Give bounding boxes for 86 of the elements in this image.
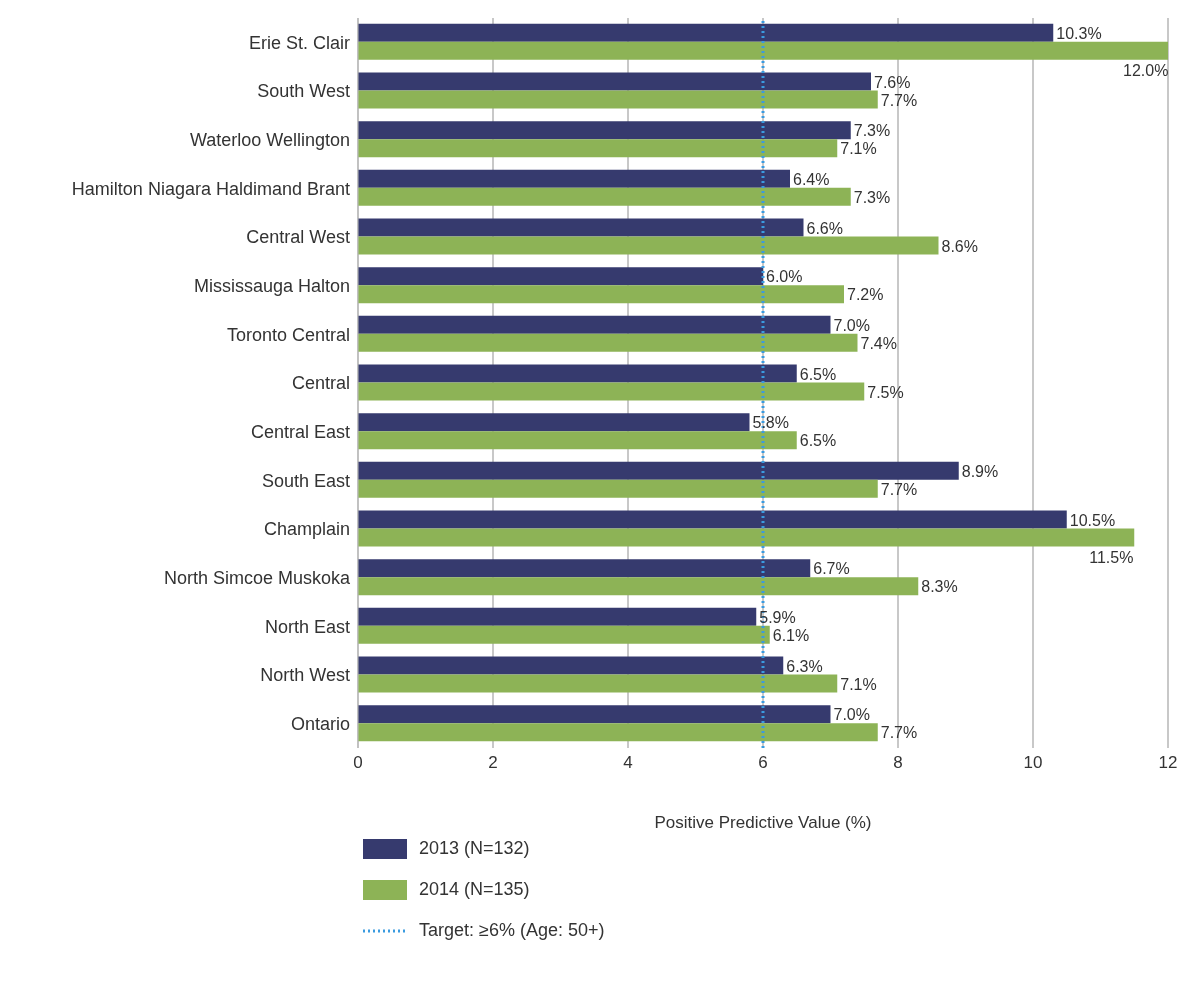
data-label: 7.1%: [840, 140, 877, 158]
y-tick-label: North West: [260, 665, 350, 686]
bar: [358, 139, 838, 158]
y-tick-label: North Simcoe Muskoka: [163, 568, 351, 589]
bar: [358, 267, 763, 286]
data-label: 6.7%: [813, 560, 850, 578]
x-tick-label: 4: [623, 753, 633, 773]
data-label: 10.5%: [1069, 511, 1116, 529]
bar: [358, 431, 797, 450]
bar: [358, 333, 858, 352]
bar: [358, 23, 1054, 42]
y-tick-label: South East: [261, 470, 350, 491]
x-tick-label: 8: [893, 753, 903, 773]
data-label: 7.5%: [867, 383, 904, 401]
data-label: 7.3%: [853, 122, 891, 140]
data-label: 5.9%: [759, 608, 796, 626]
data-label: 7.0%: [833, 706, 870, 724]
y-tick-label: Ontario: [290, 714, 350, 735]
bar: [358, 218, 804, 237]
data-label: 7.0%: [833, 316, 870, 334]
y-tick-label: South West: [257, 81, 350, 102]
x-axis-title: Positive Predictive Value (%): [654, 813, 872, 832]
bar: [358, 315, 831, 334]
data-label: 7.4%: [860, 334, 897, 352]
data-label: 12.0%: [1123, 61, 1169, 79]
data-label: 6.1%: [772, 626, 810, 644]
y-tick-label: Central: [291, 373, 350, 394]
x-tick-label: 6: [758, 753, 768, 773]
data-label: 8.6%: [941, 237, 978, 255]
y-tick-label: Mississauga Halton: [193, 276, 350, 297]
bar: [358, 121, 851, 140]
data-label: 6.5%: [799, 432, 837, 450]
data-label: 7.2%: [847, 286, 884, 304]
y-tick-label: Toronto Central: [226, 324, 350, 345]
bar: [358, 187, 851, 206]
bar: [358, 607, 757, 626]
bar: [358, 382, 865, 401]
x-tick-label: 12: [1158, 753, 1178, 773]
data-label: 7.6%: [874, 73, 911, 91]
bar: [358, 656, 784, 675]
y-tick-label: North East: [264, 616, 350, 637]
bar: [358, 625, 770, 644]
data-label: 7.7%: [880, 91, 918, 109]
bar: [358, 72, 871, 91]
bar: [358, 723, 878, 742]
data-label: 7.7%: [880, 480, 918, 498]
data-label: 6.3%: [786, 657, 823, 675]
bar: [358, 705, 831, 724]
bar: [358, 41, 1168, 60]
bar: [358, 528, 1135, 547]
bar: [358, 577, 919, 596]
y-tick-label: Hamilton Niagara Haldimand Brant: [71, 178, 350, 199]
data-label: 6.6%: [806, 219, 843, 237]
bar: [358, 236, 939, 255]
bar: [358, 413, 750, 432]
y-tick-label: Waterloo Wellington: [189, 130, 350, 151]
data-label: 7.7%: [880, 724, 918, 742]
bar: [358, 90, 878, 109]
x-tick-label: 0: [353, 753, 363, 773]
data-label: 5.8%: [752, 414, 789, 432]
bar: [358, 461, 959, 480]
x-tick-label: 2: [488, 753, 498, 773]
y-tick-label: Champlain: [263, 519, 350, 540]
bar: [358, 169, 790, 188]
data-label: 10.3%: [1056, 24, 1102, 42]
bar: [358, 674, 838, 693]
data-label: 11.5%: [1089, 548, 1134, 566]
bar: [358, 285, 844, 304]
bar: [358, 364, 797, 383]
data-label: 7.3%: [853, 188, 891, 206]
legend-label: Target: ≥6% (Age: 50+): [419, 920, 605, 941]
data-label: 6.5%: [799, 365, 837, 383]
data-label: 7.1%: [840, 675, 877, 693]
y-tick-label: Central West: [246, 227, 350, 248]
data-label: 8.3%: [921, 578, 958, 596]
data-label: 8.9%: [961, 462, 999, 480]
y-tick-label: Erie St. Clair: [248, 32, 350, 53]
bar: [358, 479, 878, 498]
data-label: 6.4%: [793, 170, 830, 188]
data-label: 6.0%: [766, 268, 803, 286]
legend-label: 2013 (N=132): [419, 838, 530, 859]
x-tick-label: 10: [1023, 753, 1043, 773]
legend-label: 2014 (N=135): [419, 879, 530, 900]
bar: [358, 559, 811, 578]
bar: [358, 510, 1067, 529]
y-tick-label: Central East: [250, 422, 350, 443]
